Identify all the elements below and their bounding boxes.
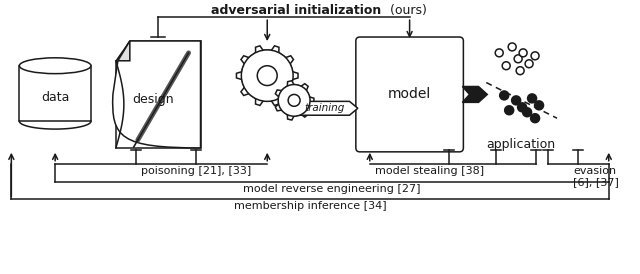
Circle shape (518, 103, 527, 112)
Circle shape (523, 108, 532, 117)
Text: adversarial initialization: adversarial initialization (211, 4, 381, 17)
Circle shape (511, 96, 520, 105)
Circle shape (495, 49, 503, 57)
Circle shape (514, 55, 522, 63)
Text: (ours): (ours) (386, 4, 427, 17)
Polygon shape (275, 81, 314, 120)
Text: poisoning [21], [33]: poisoning [21], [33] (141, 166, 251, 176)
Circle shape (502, 62, 510, 70)
Circle shape (516, 67, 524, 75)
Text: model: model (388, 87, 431, 101)
Polygon shape (298, 101, 358, 115)
Text: data: data (41, 91, 69, 104)
Text: training: training (305, 103, 345, 113)
Circle shape (241, 50, 293, 101)
Polygon shape (462, 87, 487, 102)
Text: model reverse engineering [27]: model reverse engineering [27] (243, 184, 420, 193)
Circle shape (519, 49, 527, 57)
Polygon shape (116, 41, 200, 148)
Text: model stealing [38]: model stealing [38] (375, 166, 484, 176)
Text: membership inference [34]: membership inference [34] (234, 201, 387, 211)
Circle shape (505, 106, 514, 115)
Circle shape (288, 95, 300, 106)
Circle shape (525, 60, 533, 68)
Polygon shape (236, 46, 298, 105)
Polygon shape (118, 41, 130, 61)
Text: design: design (132, 93, 174, 106)
Bar (19, 66, 91, 121)
Circle shape (531, 52, 539, 60)
Circle shape (278, 85, 310, 116)
Circle shape (508, 43, 516, 51)
Ellipse shape (19, 58, 91, 74)
Circle shape (500, 91, 509, 100)
PathPatch shape (113, 41, 200, 148)
Circle shape (534, 101, 543, 110)
FancyBboxPatch shape (356, 37, 463, 152)
Text: evasion: evasion (573, 166, 616, 176)
Text: [6], [37]: [6], [37] (573, 177, 620, 187)
Text: application: application (486, 138, 556, 151)
Circle shape (257, 66, 277, 85)
Circle shape (527, 94, 536, 103)
Circle shape (531, 114, 540, 123)
